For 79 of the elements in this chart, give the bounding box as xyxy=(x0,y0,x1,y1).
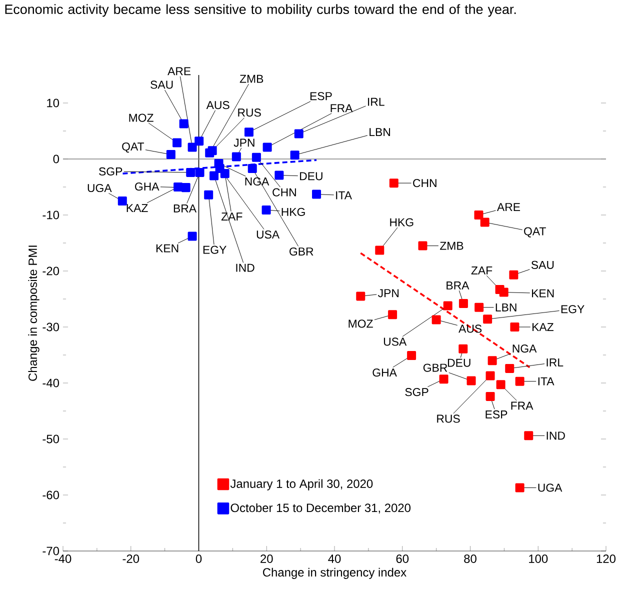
annotation: IND xyxy=(236,264,254,272)
annotation: CHN xyxy=(413,179,436,188)
annotation: QAT xyxy=(524,227,546,238)
x-tick-label: -40 xyxy=(54,554,72,563)
annotation: EGY xyxy=(561,305,584,314)
y-tick-label: -60 xyxy=(42,490,60,500)
x-tick-label: 40 xyxy=(328,554,341,563)
annotation: SAU xyxy=(150,80,173,89)
annotation: SAU xyxy=(531,260,554,269)
annotation: ZMB xyxy=(440,242,464,250)
annotation: MOZ xyxy=(129,114,154,122)
annotation: GBR xyxy=(290,247,314,256)
annotation: RUS xyxy=(238,108,261,117)
x-tick-label: -20 xyxy=(122,554,140,563)
y-tick-label: 10 xyxy=(47,98,60,108)
annotation: USA xyxy=(256,230,280,239)
annotation: BRA xyxy=(174,204,197,212)
annotation: ITA xyxy=(538,377,554,386)
y-tick-label: -50 xyxy=(42,434,60,444)
y-axis-title: Change in composite PMI xyxy=(28,246,40,381)
annotation: UGA xyxy=(88,184,112,192)
annotation: LBN xyxy=(370,128,390,136)
annotation: KAZ xyxy=(126,204,148,212)
annotation: EGY xyxy=(203,246,226,254)
annotation: HKG xyxy=(282,208,305,216)
annotation: ARE xyxy=(496,203,520,211)
x-tick-label: 100 xyxy=(529,554,548,563)
x-tick-label: 60 xyxy=(396,554,409,563)
annotation: ESP xyxy=(486,410,508,418)
annotation: UGA xyxy=(538,484,562,492)
annotation: JPN xyxy=(378,289,399,298)
annotation: KAZ xyxy=(532,323,554,331)
y-tick-label: -20 xyxy=(42,266,60,276)
annotation: NGA xyxy=(512,344,537,353)
annotation: IND xyxy=(546,432,565,440)
y-tick-label: 0 xyxy=(53,154,60,164)
annotation: KEN xyxy=(532,289,554,298)
annotation: GHA xyxy=(372,368,397,377)
annotation: FRA xyxy=(511,402,534,410)
annotation: AUS xyxy=(206,101,230,110)
x-tick-label: 120 xyxy=(596,554,616,563)
annotation: ZAF xyxy=(221,212,242,221)
annotation: DEU xyxy=(300,172,322,180)
annotation: MOZ xyxy=(348,320,373,328)
annotation: HKG xyxy=(390,218,414,226)
annotation: IRL xyxy=(546,358,564,366)
annotation: RUS xyxy=(437,414,460,423)
annotation: GBR xyxy=(423,364,448,372)
annotation: ESP xyxy=(310,92,332,100)
annotation: USA xyxy=(384,338,407,346)
y-tick-label: -40 xyxy=(42,378,60,388)
annotation: LBN xyxy=(496,303,516,312)
annotation: DEU xyxy=(448,358,470,367)
annotation: KEN xyxy=(156,244,178,252)
annotation: ZMB xyxy=(240,74,264,83)
annotation: NGA xyxy=(245,177,270,186)
y-tick-label: -10 xyxy=(42,210,60,220)
x-tick-label: 80 xyxy=(464,554,476,563)
legend-label: October 15 to December 31, 2020 xyxy=(230,503,410,514)
annotation: SGP xyxy=(99,167,122,176)
annotation: ZAF xyxy=(471,266,492,274)
chart-title: Economic activity became less sensitive to mobility curbs toward the end of the year. xyxy=(5,4,516,17)
y-tick-label: -70 xyxy=(42,546,60,556)
y-tick-label: -30 xyxy=(42,322,60,332)
annotation: ARE xyxy=(168,67,191,76)
annotation: CHN xyxy=(272,188,296,196)
legend-label: January 1 to April 30, 2020 xyxy=(230,479,373,490)
x-tick-label: 0 xyxy=(196,554,202,563)
annotation: SGP xyxy=(405,388,428,396)
annotation: GHA xyxy=(135,182,160,191)
annotation: AUS xyxy=(458,324,482,333)
x-tick-label: 20 xyxy=(260,554,273,563)
x-axis-title: Change in stringency index xyxy=(263,568,406,579)
annotation: ITA xyxy=(336,191,352,200)
annotation: IRL xyxy=(368,98,384,106)
annotation: BRA xyxy=(446,282,470,290)
annotation: QAT xyxy=(122,142,144,153)
annotation: FRA xyxy=(330,104,353,112)
annotation: JPN xyxy=(234,138,254,147)
